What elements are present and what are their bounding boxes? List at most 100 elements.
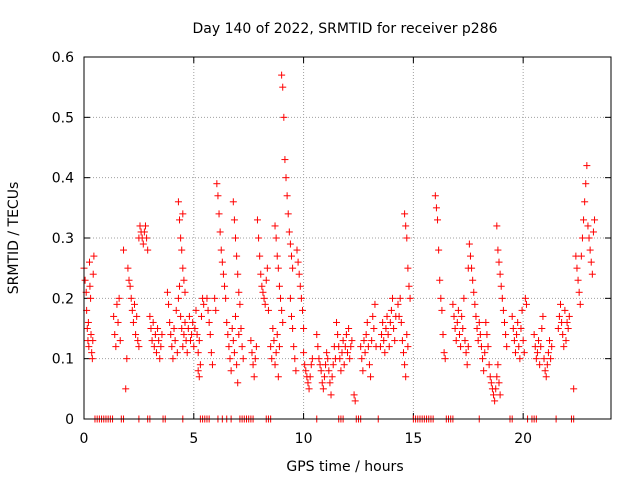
data-point <box>586 246 594 254</box>
data-point <box>348 337 356 345</box>
data-point <box>508 312 516 320</box>
data-point <box>403 331 411 339</box>
data-point <box>110 312 118 320</box>
data-point <box>319 385 327 393</box>
data-point <box>503 343 511 351</box>
data-point <box>275 343 283 351</box>
data-point <box>492 385 500 393</box>
data-point <box>173 349 181 357</box>
data-point <box>462 349 470 357</box>
data-point <box>144 246 152 254</box>
data-points <box>80 71 599 423</box>
data-point <box>155 337 163 345</box>
data-point <box>178 325 186 332</box>
data-point <box>294 258 302 266</box>
data-point <box>267 343 275 351</box>
data-point <box>218 258 226 266</box>
data-point <box>219 270 227 278</box>
data-point <box>494 246 502 254</box>
data-point <box>262 276 270 284</box>
data-point <box>466 252 474 260</box>
data-point <box>196 361 204 369</box>
data-point <box>269 325 277 332</box>
data-point <box>289 325 297 332</box>
data-point <box>378 331 386 339</box>
data-point <box>251 355 259 363</box>
data-point <box>232 312 240 320</box>
data-point <box>176 216 184 224</box>
data-point <box>561 306 569 314</box>
data-point <box>472 312 480 320</box>
data-point <box>344 349 351 357</box>
data-point <box>398 337 406 345</box>
data-point <box>206 331 214 339</box>
data-point <box>300 349 308 357</box>
data-point <box>304 379 312 387</box>
data-point <box>496 391 504 399</box>
data-point <box>192 306 200 314</box>
data-point <box>580 216 588 224</box>
data-point <box>382 325 390 332</box>
data-point <box>459 325 467 332</box>
data-point <box>484 343 492 351</box>
data-point <box>185 312 193 320</box>
data-point <box>313 331 321 339</box>
data-point <box>453 318 461 326</box>
data-point <box>538 325 546 332</box>
data-point <box>347 343 355 351</box>
data-point <box>275 282 283 290</box>
data-point <box>519 337 527 345</box>
data-point <box>480 367 488 375</box>
data-point <box>486 373 494 381</box>
data-point <box>317 367 325 375</box>
data-point <box>584 222 592 230</box>
data-point <box>493 222 501 230</box>
data-point <box>154 325 162 332</box>
data-point <box>554 325 562 332</box>
data-point <box>481 349 489 357</box>
data-point <box>333 318 341 326</box>
plot-frame <box>83 56 612 420</box>
data-point <box>578 234 586 242</box>
data-point <box>305 385 313 393</box>
data-point <box>560 343 568 351</box>
data-point <box>403 234 411 242</box>
x-axis-label: GPS time / hours <box>286 459 403 475</box>
data-point <box>589 228 597 236</box>
data-point <box>87 294 95 302</box>
data-point <box>234 379 242 387</box>
data-point <box>513 331 521 339</box>
data-point <box>116 337 124 345</box>
data-point <box>452 337 460 345</box>
data-point <box>281 156 289 164</box>
data-point <box>380 337 388 345</box>
data-point <box>573 264 581 272</box>
data-point <box>292 367 300 375</box>
data-point <box>470 288 478 296</box>
data-point <box>490 391 498 399</box>
data-point <box>229 337 237 345</box>
data-point <box>498 294 506 302</box>
data-point <box>250 373 258 381</box>
data-point <box>271 222 279 230</box>
data-point <box>576 300 584 308</box>
data-point <box>367 373 375 381</box>
data-point <box>293 246 301 254</box>
data-point <box>376 343 384 351</box>
data-point <box>588 270 596 278</box>
data-point <box>591 216 599 224</box>
data-point <box>286 240 294 248</box>
data-point <box>90 252 98 260</box>
data-point <box>126 282 134 290</box>
data-point <box>516 355 524 363</box>
data-point <box>501 318 509 326</box>
data-point <box>152 349 160 357</box>
data-point <box>140 228 148 236</box>
y-tick-label: 0.4 <box>52 171 74 187</box>
y-tick-label: 0.5 <box>52 110 74 126</box>
data-point <box>230 216 238 224</box>
data-point <box>474 337 482 345</box>
data-point <box>125 276 133 284</box>
data-point <box>365 361 373 369</box>
data-point <box>170 325 178 332</box>
